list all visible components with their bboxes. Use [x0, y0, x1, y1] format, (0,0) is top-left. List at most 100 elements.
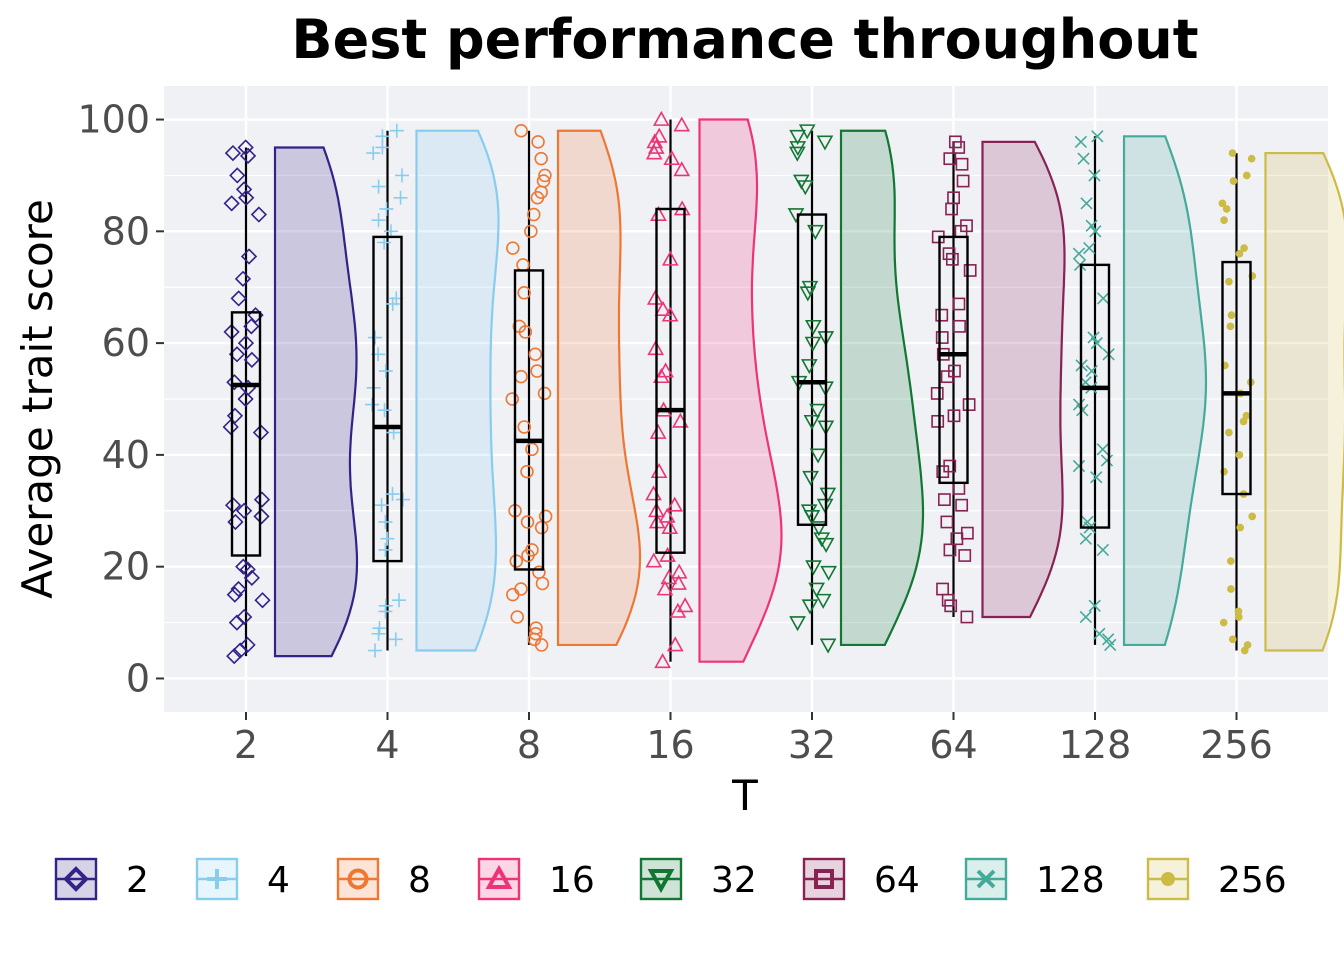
data-point [1090, 471, 1103, 484]
violin-4 [415, 129, 500, 652]
data-point [1227, 311, 1236, 320]
y-tick-label: 40 [102, 433, 150, 477]
data-point [663, 150, 681, 166]
data-point [395, 492, 410, 507]
violin-8 [556, 129, 642, 647]
data-point [235, 502, 253, 519]
violin-256 [1264, 151, 1344, 652]
data-point [956, 174, 970, 188]
legend-marker [347, 868, 369, 890]
data-point [368, 330, 383, 345]
data-point [535, 576, 550, 591]
box-4 [372, 235, 403, 563]
legend-label: 32 [711, 860, 757, 901]
data-point [1228, 149, 1237, 157]
x-tick-label: 128 [1059, 723, 1132, 767]
data-point [1072, 459, 1086, 473]
data-point [243, 569, 260, 586]
data-point [801, 599, 819, 615]
data-point [528, 626, 543, 641]
legend-label: 4 [267, 860, 290, 901]
data-point [1097, 292, 1110, 305]
data-point [531, 135, 545, 149]
data-point [222, 418, 239, 436]
legend-item-32: 32 [639, 857, 757, 901]
box-256 [1221, 260, 1252, 496]
data-point [510, 610, 525, 624]
data-point [645, 552, 663, 568]
data-point [945, 202, 958, 216]
data-point [385, 296, 400, 311]
data-point [817, 537, 835, 553]
data-point [803, 414, 821, 431]
box-32 [796, 213, 828, 526]
legend-label: 128 [1036, 860, 1105, 901]
data-point [960, 610, 974, 624]
data-point [1225, 277, 1233, 286]
data-point [230, 580, 247, 598]
data-point [1104, 638, 1117, 652]
series-64 [930, 135, 1066, 624]
data-point [1096, 443, 1109, 456]
data-point [226, 647, 243, 665]
data-point [947, 409, 961, 423]
data-point [1089, 225, 1102, 238]
legend-item-128: 128 [964, 857, 1105, 901]
data-point [808, 582, 825, 598]
data-point [380, 531, 395, 546]
box-16 [655, 207, 686, 554]
data-point [1220, 467, 1228, 476]
box-2 [230, 311, 262, 557]
data-point [236, 608, 253, 626]
data-point [803, 509, 821, 526]
violin-32 [839, 129, 925, 647]
data-point [240, 248, 258, 265]
data-point [506, 587, 520, 602]
legend-item-16: 16 [477, 857, 595, 901]
data-point [661, 250, 679, 266]
data-point [239, 636, 256, 654]
data-point [1234, 613, 1243, 621]
data-point [670, 574, 687, 590]
data-point [254, 592, 271, 609]
data-point [223, 195, 240, 212]
data-point [950, 532, 964, 546]
data-point [673, 116, 691, 132]
data-point [394, 168, 409, 183]
legend-item-2: 2 [54, 857, 149, 901]
data-point [646, 289, 664, 305]
data-point [940, 515, 954, 529]
data-point [666, 636, 684, 652]
data-point [243, 318, 260, 335]
data-point [814, 593, 832, 609]
y-axis-title: Average trait score [13, 199, 62, 599]
data-point [366, 146, 381, 161]
legend-item-4: 4 [195, 857, 290, 901]
series-128 [1072, 130, 1208, 652]
violin-16 [698, 118, 783, 663]
data-point [1226, 557, 1235, 565]
data-point [805, 560, 822, 576]
data-point [1227, 585, 1235, 593]
data-point [799, 286, 817, 302]
data-point [666, 496, 684, 512]
data-point [1234, 607, 1243, 616]
data-point [930, 387, 944, 400]
data-point [518, 325, 533, 339]
data-point [809, 403, 826, 419]
data-point [230, 290, 247, 307]
data-point [676, 597, 694, 613]
violin-2 [273, 146, 359, 658]
y-tick-label: 80 [102, 209, 150, 253]
data-point [226, 374, 243, 391]
data-point [229, 167, 246, 184]
data-point [226, 586, 243, 603]
data-point [645, 144, 663, 160]
violin-128 [1122, 135, 1208, 647]
data-point [819, 638, 837, 654]
data-point [1072, 247, 1086, 260]
box-64 [938, 235, 969, 485]
data-point [1219, 618, 1228, 627]
data-point [1236, 523, 1245, 532]
series-32 [787, 124, 925, 654]
